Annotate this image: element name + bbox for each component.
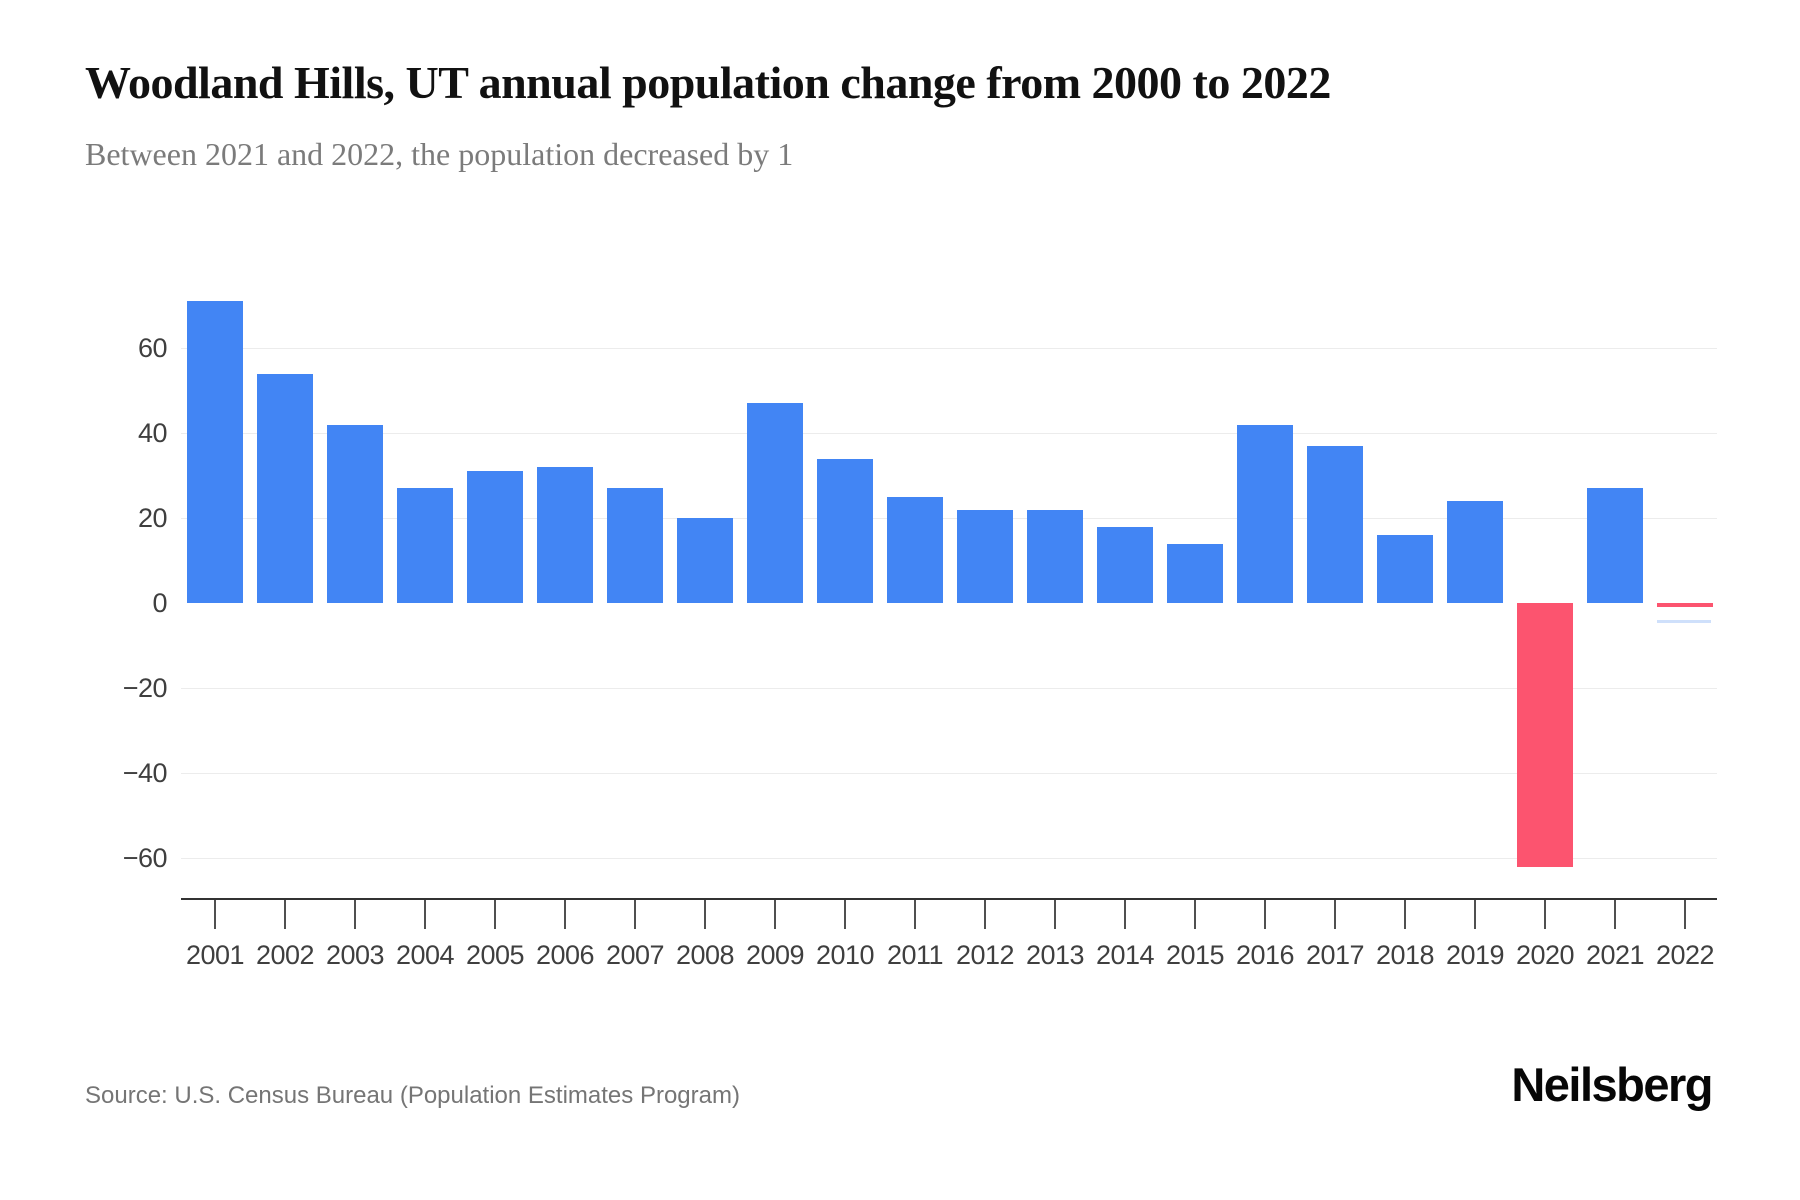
bar-2022-highlight-artifact — [1657, 620, 1711, 623]
x-axis-tick-2012 — [984, 900, 986, 929]
bar-2001[interactable] — [187, 301, 243, 603]
bar-2003[interactable] — [327, 424, 383, 603]
y-axis-label-20: 20 — [137, 503, 168, 533]
y-axis-label-40: 40 — [137, 418, 168, 448]
x-axis-label-2012: 2012 — [955, 940, 1015, 970]
bar-2002[interactable] — [257, 373, 313, 603]
source-note: Source: U.S. Census Bureau (Population E… — [85, 1082, 740, 1109]
y-axis-label-0: 0 — [152, 588, 167, 618]
gridline-20 — [181, 517, 1717, 519]
x-axis-label-2009: 2009 — [745, 940, 805, 970]
x-axis-label-2008: 2008 — [675, 940, 735, 970]
bar-2011[interactable] — [887, 496, 943, 603]
bar-2020[interactable] — [1517, 603, 1573, 867]
x-axis-label-2014: 2014 — [1095, 940, 1155, 970]
x-axis-label-2022: 2022 — [1655, 940, 1715, 970]
x-axis-tick-2005 — [494, 900, 496, 929]
x-axis-line — [181, 898, 1717, 900]
bar-2021[interactable] — [1587, 488, 1643, 603]
x-axis-label-2010: 2010 — [815, 940, 875, 970]
x-axis-label-2011: 2011 — [886, 940, 944, 970]
x-axis-tick-2013 — [1054, 900, 1056, 929]
x-axis-label-2013: 2013 — [1025, 940, 1085, 970]
bar-2019[interactable] — [1447, 501, 1503, 603]
x-axis-tick-2001 — [214, 900, 216, 929]
x-axis-label-2003: 2003 — [325, 940, 385, 970]
x-axis-tick-2010 — [844, 900, 846, 929]
x-axis-tick-2011 — [914, 900, 916, 929]
chart-title: Woodland Hills, UT annual population cha… — [85, 57, 1331, 108]
bar-2009[interactable] — [747, 403, 803, 603]
gridline--40 — [181, 772, 1717, 774]
x-axis-label-2002: 2002 — [255, 940, 315, 970]
x-axis-tick-2014 — [1124, 900, 1126, 929]
x-axis-tick-2006 — [564, 900, 566, 929]
x-axis-tick-2015 — [1194, 900, 1196, 929]
x-axis-tick-2008 — [704, 900, 706, 929]
bar-2018[interactable] — [1377, 535, 1433, 603]
y-axis-label--20: −20 — [122, 673, 168, 703]
bar-2008[interactable] — [677, 518, 733, 603]
bar-2006[interactable] — [537, 467, 593, 603]
bar-2010[interactable] — [817, 458, 873, 603]
x-axis-tick-2020 — [1544, 900, 1546, 929]
bar-2014[interactable] — [1097, 526, 1153, 603]
x-axis-tick-2002 — [284, 900, 286, 929]
x-axis-label-2005: 2005 — [465, 940, 525, 970]
gridline--60 — [181, 857, 1717, 859]
x-axis-label-2001: 2001 — [185, 940, 245, 970]
x-axis-label-2017: 2017 — [1305, 940, 1365, 970]
bar-2007[interactable] — [607, 488, 663, 603]
x-axis-tick-2019 — [1474, 900, 1476, 929]
bar-2015[interactable] — [1167, 543, 1223, 603]
x-axis-tick-2017 — [1334, 900, 1336, 929]
bar-2022[interactable] — [1657, 603, 1713, 608]
bar-2012[interactable] — [957, 509, 1013, 603]
gridline-40 — [181, 432, 1717, 434]
x-axis-tick-2018 — [1404, 900, 1406, 929]
x-axis-tick-2021 — [1614, 900, 1616, 929]
x-axis-label-2006: 2006 — [535, 940, 595, 970]
y-axis-label--60: −60 — [122, 843, 168, 873]
bar-2017[interactable] — [1307, 445, 1363, 603]
x-axis-tick-2016 — [1264, 900, 1266, 929]
x-axis-label-2004: 2004 — [395, 940, 455, 970]
x-axis-tick-2004 — [424, 900, 426, 929]
y-axis-label-60: 60 — [137, 333, 168, 363]
chart-subtitle: Between 2021 and 2022, the population de… — [85, 136, 794, 172]
bar-2016[interactable] — [1237, 424, 1293, 603]
x-axis-label-2015: 2015 — [1165, 940, 1225, 970]
neilsberg-logo: Neilsberg — [1511, 1058, 1713, 1111]
x-axis-label-2021: 2021 — [1585, 940, 1645, 970]
x-axis-tick-2007 — [634, 900, 636, 929]
x-axis-tick-2022 — [1684, 900, 1686, 929]
x-axis-label-2007: 2007 — [605, 940, 665, 970]
y-axis-label--40: −40 — [122, 758, 168, 788]
gridline-60 — [181, 347, 1717, 349]
x-axis-tick-2009 — [774, 900, 776, 929]
x-axis-tick-2003 — [354, 900, 356, 929]
x-axis-label-2018: 2018 — [1375, 940, 1435, 970]
x-axis-label-2019: 2019 — [1445, 940, 1505, 970]
x-axis-label-2016: 2016 — [1235, 940, 1295, 970]
gridline--20 — [181, 687, 1717, 689]
bar-2005[interactable] — [467, 471, 523, 603]
x-axis-label-2020: 2020 — [1515, 940, 1575, 970]
bar-2013[interactable] — [1027, 509, 1083, 603]
bar-2004[interactable] — [397, 488, 453, 603]
